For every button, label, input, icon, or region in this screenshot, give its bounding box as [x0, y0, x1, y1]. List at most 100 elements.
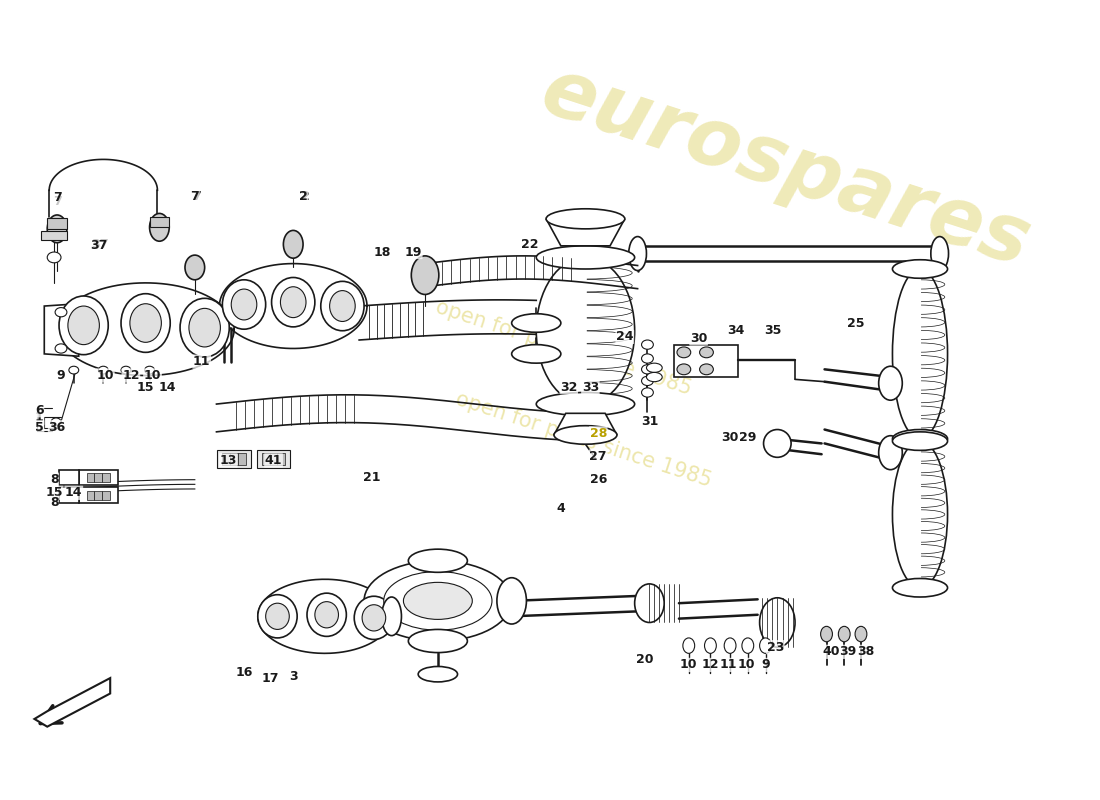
- Polygon shape: [674, 345, 738, 377]
- Text: 38: 38: [857, 646, 874, 658]
- Ellipse shape: [512, 345, 561, 363]
- Ellipse shape: [931, 237, 948, 270]
- Ellipse shape: [280, 286, 306, 318]
- Polygon shape: [44, 304, 79, 356]
- Ellipse shape: [647, 363, 662, 373]
- Circle shape: [641, 354, 653, 363]
- FancyBboxPatch shape: [87, 473, 95, 482]
- Ellipse shape: [384, 571, 492, 630]
- Circle shape: [641, 376, 653, 386]
- Text: 30: 30: [690, 332, 707, 345]
- Ellipse shape: [537, 393, 635, 416]
- Text: 13: 13: [220, 454, 236, 467]
- Text: 19: 19: [405, 246, 422, 258]
- Ellipse shape: [408, 549, 468, 572]
- Ellipse shape: [307, 593, 346, 636]
- Text: 4: 4: [557, 502, 565, 514]
- Ellipse shape: [629, 237, 647, 270]
- Ellipse shape: [408, 630, 468, 653]
- Ellipse shape: [892, 260, 947, 278]
- Text: 17: 17: [262, 671, 279, 685]
- Ellipse shape: [879, 366, 902, 400]
- Ellipse shape: [546, 209, 625, 229]
- Text: 41: 41: [265, 454, 283, 467]
- Text: 8: 8: [50, 496, 58, 510]
- Text: 28: 28: [590, 427, 607, 440]
- Circle shape: [52, 418, 60, 426]
- Ellipse shape: [180, 298, 229, 357]
- Circle shape: [55, 307, 67, 317]
- Ellipse shape: [892, 441, 947, 588]
- Text: 40: 40: [823, 646, 840, 658]
- Circle shape: [55, 344, 67, 353]
- Text: 23: 23: [767, 641, 784, 654]
- Text: 10: 10: [144, 369, 162, 382]
- Text: 2: 2: [299, 190, 307, 203]
- FancyBboxPatch shape: [95, 490, 102, 500]
- Text: 35: 35: [763, 324, 781, 338]
- Ellipse shape: [554, 426, 617, 444]
- Text: 21: 21: [363, 471, 381, 484]
- Ellipse shape: [354, 596, 394, 639]
- Ellipse shape: [760, 598, 795, 647]
- FancyBboxPatch shape: [95, 473, 102, 482]
- Circle shape: [69, 366, 79, 374]
- Text: 9: 9: [761, 658, 770, 671]
- Ellipse shape: [855, 626, 867, 642]
- FancyBboxPatch shape: [218, 450, 251, 468]
- Ellipse shape: [150, 214, 169, 242]
- Polygon shape: [554, 414, 617, 435]
- Text: 10: 10: [680, 658, 697, 671]
- Ellipse shape: [821, 626, 833, 642]
- Text: 6: 6: [35, 404, 44, 417]
- Circle shape: [47, 252, 60, 263]
- Ellipse shape: [537, 258, 635, 404]
- Text: 11: 11: [192, 355, 210, 368]
- Text: open for parts since 1985: open for parts since 1985: [433, 297, 694, 398]
- Circle shape: [641, 365, 653, 374]
- Circle shape: [700, 347, 714, 358]
- FancyBboxPatch shape: [222, 453, 230, 465]
- Ellipse shape: [47, 215, 67, 242]
- Text: 12: 12: [702, 658, 719, 671]
- Ellipse shape: [892, 432, 947, 450]
- Text: 7: 7: [53, 191, 62, 205]
- Ellipse shape: [330, 290, 355, 322]
- Ellipse shape: [284, 230, 304, 258]
- Ellipse shape: [879, 436, 902, 470]
- FancyBboxPatch shape: [79, 470, 118, 485]
- Circle shape: [641, 388, 653, 397]
- Text: 9: 9: [57, 369, 65, 382]
- Text: 20: 20: [636, 653, 653, 666]
- FancyBboxPatch shape: [238, 453, 246, 465]
- Circle shape: [641, 340, 653, 350]
- Ellipse shape: [741, 638, 754, 654]
- Circle shape: [98, 366, 108, 374]
- FancyBboxPatch shape: [87, 490, 95, 500]
- Text: 7: 7: [53, 195, 62, 208]
- Text: 32: 32: [560, 381, 578, 394]
- Text: 24: 24: [616, 330, 634, 343]
- Text: 16: 16: [235, 666, 253, 679]
- Ellipse shape: [512, 314, 561, 332]
- Text: 34: 34: [727, 324, 745, 338]
- Text: 37: 37: [90, 239, 107, 252]
- Text: 15: 15: [45, 486, 63, 499]
- FancyBboxPatch shape: [102, 490, 110, 500]
- Ellipse shape: [222, 280, 266, 329]
- Text: 8: 8: [50, 473, 58, 486]
- FancyBboxPatch shape: [42, 231, 67, 241]
- Text: 31: 31: [640, 415, 658, 428]
- Ellipse shape: [185, 255, 205, 280]
- Text: 5: 5: [35, 421, 44, 434]
- Text: 3: 3: [289, 670, 297, 683]
- Text: 33: 33: [582, 381, 600, 394]
- FancyBboxPatch shape: [102, 473, 110, 482]
- Text: 1: 1: [35, 411, 44, 425]
- Circle shape: [700, 364, 714, 374]
- Ellipse shape: [189, 308, 220, 347]
- Ellipse shape: [257, 594, 297, 638]
- Text: 7: 7: [192, 190, 201, 203]
- Text: 14: 14: [65, 486, 82, 499]
- FancyBboxPatch shape: [47, 218, 67, 229]
